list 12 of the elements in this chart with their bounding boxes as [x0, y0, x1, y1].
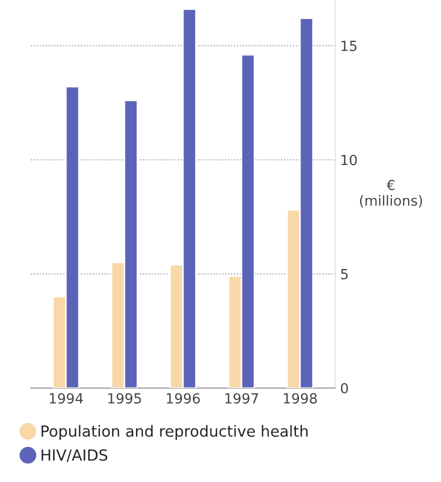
y-tick-label: 5 — [341, 269, 348, 280]
x-tick-label: 1994 — [50, 393, 83, 404]
x-tick-label: 1997 — [225, 393, 258, 404]
legend-label: HIV/AIDS — [42, 449, 108, 462]
y-tick-label: 0 — [340, 382, 348, 394]
x-tick-label: 1996 — [166, 393, 200, 404]
legend-label: Population and reproductive health — [42, 425, 308, 440]
y-tick-label: 15 — [342, 40, 356, 52]
y-axis-title: € (millions) — [360, 180, 422, 208]
x-tick-label: 1995 — [108, 393, 141, 404]
y-tick-label: 10 — [342, 154, 357, 166]
x-tick-label: 1998 — [284, 393, 317, 404]
